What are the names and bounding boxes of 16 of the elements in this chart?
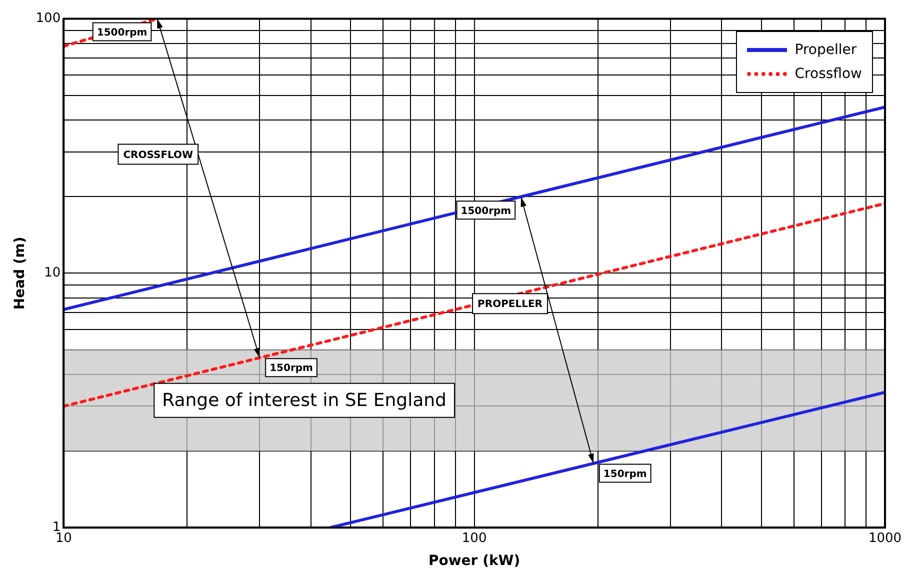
band-label: Range of interest in SE England xyxy=(162,390,446,412)
annotation: CROSSFLOW xyxy=(123,150,194,161)
legend-label: Propeller xyxy=(794,40,857,60)
y-tick-label: 100 xyxy=(36,11,61,26)
legend-label: Crossflow xyxy=(794,64,862,84)
y-axis-title: Head (m) xyxy=(12,236,28,310)
annotation: 1500rpm xyxy=(460,206,512,217)
annotation: 1500rpm xyxy=(96,27,148,38)
annotation: PROPELLER xyxy=(478,299,543,310)
annotation: 150rpm xyxy=(270,363,313,374)
x-tick-label: 10 xyxy=(55,530,72,546)
y-tick-label: 10 xyxy=(44,266,61,281)
x-tick-label: 1000 xyxy=(868,530,902,546)
annotation: 150rpm xyxy=(603,468,647,480)
x-axis-title: Power (kW) xyxy=(428,553,520,570)
x-tick-label: 100 xyxy=(462,530,487,546)
